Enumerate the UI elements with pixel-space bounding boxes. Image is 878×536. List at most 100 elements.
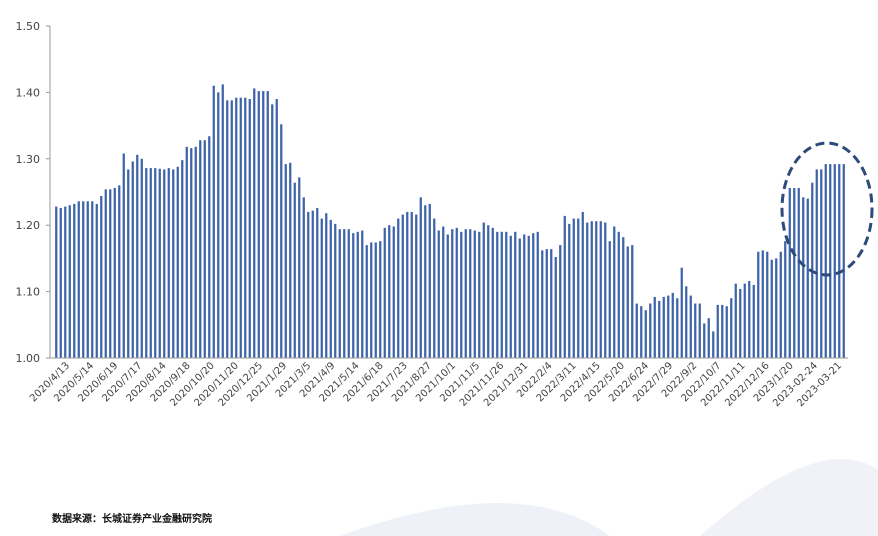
bar xyxy=(235,97,238,359)
bar xyxy=(838,164,841,358)
bar xyxy=(833,164,836,358)
bar xyxy=(289,162,292,358)
bar xyxy=(167,168,170,358)
bar xyxy=(572,218,575,358)
bar xyxy=(671,292,674,358)
bar xyxy=(298,177,301,358)
bar xyxy=(815,169,818,358)
bar xyxy=(253,88,256,359)
bar xyxy=(689,295,692,358)
bar xyxy=(662,296,665,358)
bar xyxy=(91,201,94,358)
bar xyxy=(284,164,287,358)
bar xyxy=(550,249,553,358)
bar xyxy=(842,164,845,358)
bar xyxy=(608,241,611,358)
bar xyxy=(145,168,148,358)
bar xyxy=(563,215,566,358)
bar xyxy=(419,197,422,358)
bar xyxy=(820,169,823,358)
bar xyxy=(586,222,589,358)
bar xyxy=(797,188,800,358)
bar xyxy=(190,148,193,358)
bar xyxy=(262,91,265,358)
bar xyxy=(428,203,431,358)
bar xyxy=(829,164,832,358)
bar xyxy=(280,124,283,359)
bar xyxy=(203,140,206,358)
bar xyxy=(320,218,323,358)
bar xyxy=(437,230,440,358)
bar xyxy=(329,219,332,358)
bar xyxy=(500,231,503,358)
bar xyxy=(631,245,634,358)
bar xyxy=(172,169,175,358)
bar xyxy=(595,221,598,358)
bar xyxy=(221,84,224,359)
bar xyxy=(257,91,260,358)
bar xyxy=(464,229,467,358)
bar xyxy=(581,211,584,358)
bar xyxy=(356,231,359,358)
bar xyxy=(248,99,251,358)
bar xyxy=(325,213,328,358)
bar xyxy=(311,210,314,358)
bar xyxy=(392,226,395,358)
bar xyxy=(455,227,458,358)
bar xyxy=(703,323,706,358)
bar xyxy=(793,188,796,358)
bar xyxy=(122,153,125,358)
bar xyxy=(271,104,274,358)
source-note: 数据来源：长城证券产业金融研究院 xyxy=(52,514,212,525)
bar xyxy=(185,146,188,358)
bar xyxy=(775,258,778,358)
bar xyxy=(568,223,571,358)
bar xyxy=(469,229,472,358)
bar xyxy=(370,242,373,358)
bar xyxy=(365,245,368,358)
bar xyxy=(725,306,728,358)
bar xyxy=(739,288,742,358)
bar xyxy=(127,169,130,358)
bar xyxy=(559,245,562,358)
bar xyxy=(181,160,184,358)
bar xyxy=(712,331,715,358)
bar xyxy=(590,221,593,358)
bars xyxy=(55,84,845,359)
bar xyxy=(473,230,476,358)
bar xyxy=(266,91,269,358)
bar xyxy=(613,226,616,358)
bar xyxy=(338,229,341,358)
bar xyxy=(743,283,746,358)
bar xyxy=(482,222,485,358)
bar xyxy=(73,203,76,358)
bar xyxy=(505,231,508,358)
bar xyxy=(293,182,296,358)
bar xyxy=(446,234,449,358)
highlight-circle xyxy=(780,141,874,277)
y-tick-label: 1.10 xyxy=(16,286,41,299)
bar xyxy=(415,214,418,358)
watermark xyxy=(340,459,878,536)
bar xyxy=(721,304,724,358)
y-tick-label: 1.50 xyxy=(16,20,41,33)
bar xyxy=(802,197,805,358)
y-tick-label: 1.30 xyxy=(16,153,41,166)
bar xyxy=(653,296,656,358)
y-tick-label: 1.40 xyxy=(16,86,41,99)
bar xyxy=(604,222,607,358)
bar xyxy=(626,246,629,358)
bar xyxy=(635,303,638,358)
bar xyxy=(118,185,121,358)
bar xyxy=(208,136,211,358)
bar xyxy=(676,298,679,358)
bar xyxy=(442,226,445,358)
bar xyxy=(401,214,404,358)
bar xyxy=(680,267,683,358)
bar xyxy=(55,206,58,358)
bar xyxy=(617,231,620,358)
bar xyxy=(86,201,89,358)
bar xyxy=(307,211,310,358)
bar xyxy=(104,189,107,358)
